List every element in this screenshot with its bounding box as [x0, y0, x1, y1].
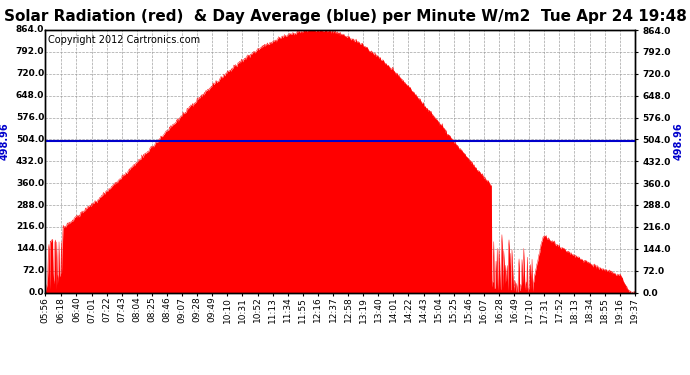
- Text: 288.0: 288.0: [16, 201, 44, 210]
- Text: 72.0: 72.0: [22, 266, 44, 275]
- Text: 432.0: 432.0: [16, 157, 44, 166]
- Text: 144.0: 144.0: [16, 244, 44, 253]
- Text: 864.0: 864.0: [16, 26, 44, 34]
- Text: Solar Radiation (red)  & Day Average (blue) per Minute W/m2  Tue Apr 24 19:48: Solar Radiation (red) & Day Average (blu…: [3, 9, 687, 24]
- Text: 720.0: 720.0: [16, 69, 44, 78]
- Text: 498.96: 498.96: [0, 122, 10, 160]
- Text: 576.0: 576.0: [16, 113, 44, 122]
- Text: 0.0: 0.0: [29, 288, 44, 297]
- Text: 216.0: 216.0: [16, 222, 44, 231]
- Text: 792.0: 792.0: [16, 47, 44, 56]
- Text: Copyright 2012 Cartronics.com: Copyright 2012 Cartronics.com: [48, 35, 200, 45]
- Text: 504.0: 504.0: [16, 135, 44, 144]
- Text: 648.0: 648.0: [16, 91, 44, 100]
- Text: 498.96: 498.96: [674, 122, 684, 160]
- Text: 360.0: 360.0: [16, 178, 44, 188]
